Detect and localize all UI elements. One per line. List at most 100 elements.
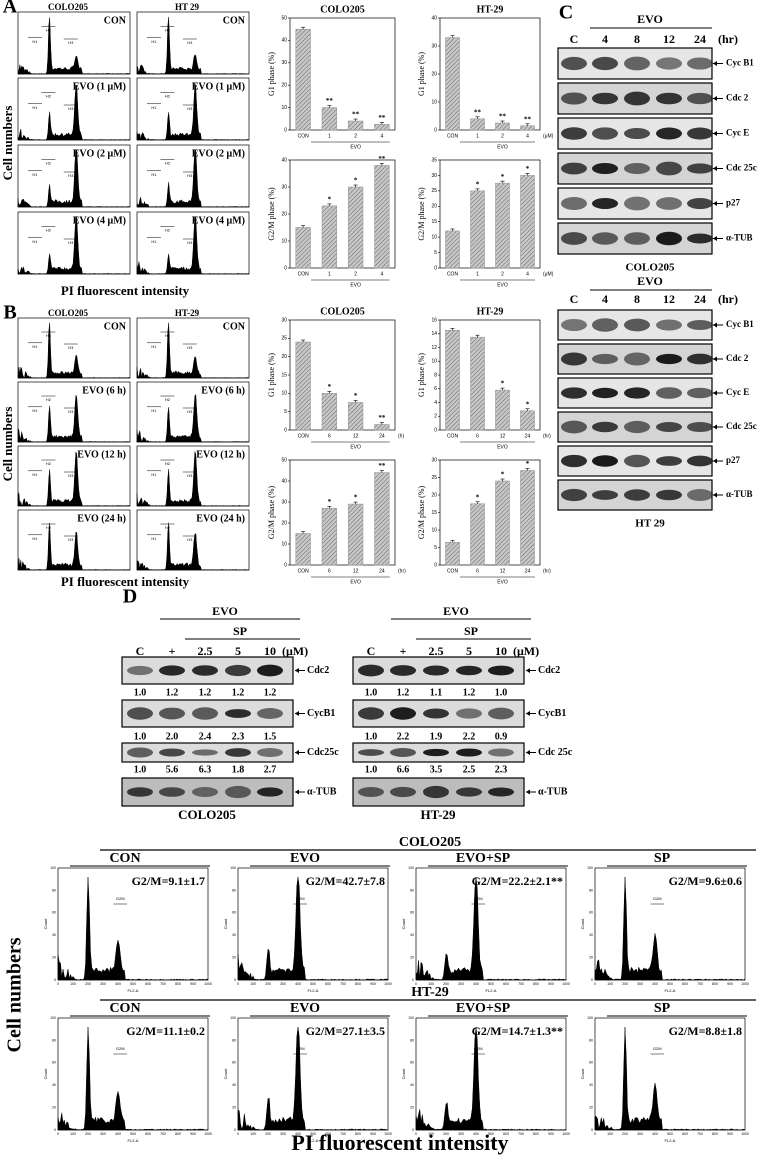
x-tick-label: 100 [70,1132,76,1136]
band [624,127,650,140]
x-tick-label: 400 [295,1132,301,1136]
band [624,196,650,211]
ratio-label: 2.0 [166,731,179,742]
condition-label: EVO [290,851,320,866]
gate-label: G2M [116,896,125,901]
band [192,749,218,756]
y-tick-label: 25 [431,475,437,481]
column-header: COLO205 [48,308,89,318]
band [225,748,251,757]
band [561,232,587,245]
g2m-value: G2/M=11.1±0.2 [126,1024,205,1038]
bar [295,533,311,566]
histogram-frame [57,1017,209,1131]
bar [495,122,510,131]
panel-label: A [3,0,18,18]
significance-mark: * [328,498,332,506]
y-tick-label: 60 [232,1061,236,1065]
x-tick-label: CON [298,133,310,139]
x-tick-label: 400 [652,982,658,986]
gate-label: H2 [46,161,52,166]
band [390,748,416,757]
cell-line-label: HT-29 [411,985,449,1000]
significance-mark: ** [378,155,386,163]
y-axis-label: Count [401,1068,406,1080]
y-tick-label: 20 [431,71,437,77]
y-tick-label: 40 [589,1083,593,1087]
x-tick-label: 300 [280,982,286,986]
bar [374,124,390,131]
x-tick-label: 600 [682,1132,688,1136]
x-tick-label: 1000 [562,1132,570,1136]
band [592,490,618,500]
condition-label: EVO+SP [456,1001,511,1016]
ratio-label: 1.0 [134,731,147,742]
arrow-head [713,322,717,328]
y-tick-label: 14 [431,331,437,337]
histogram-trace [237,1026,389,1131]
y-axis-title: G2/M phase (%) [417,187,426,241]
x-tick-label: 200 [443,982,449,986]
treatment-label: EVO [443,604,469,618]
band [592,353,618,365]
gate-label: H3 [68,106,74,111]
protein-label: α-TUB [307,786,337,797]
x-tick-label: 2 [354,133,357,139]
gate-label: H1 [151,408,157,413]
x-tick-label: 600 [682,982,688,986]
band [624,162,650,175]
band [390,707,416,720]
histogram-trace [594,1026,746,1131]
x-tick-label: 500 [488,1132,494,1136]
arrow-head [713,96,717,101]
ratio-label: 2.3 [495,764,508,775]
significance-mark: * [476,180,480,188]
arrow-head [713,61,717,66]
arrow-head [526,789,530,795]
x-tick-label: 300 [458,982,464,986]
plot-frame [289,17,396,131]
gate-label: H3 [187,240,193,245]
y-tick-label: 20 [410,956,414,960]
gate-label: H2 [46,461,52,466]
g2m-value: G2/M=27.1±3.5 [306,1024,385,1038]
bar [495,182,510,269]
band [192,707,218,720]
x-axis-title: EVO [350,579,361,585]
cell-line-label: COLO205 [626,262,675,274]
y-tick-label: 60 [52,1061,56,1065]
gate-label: H2 [46,28,52,33]
band [656,387,682,399]
x-tick-label: 800 [355,982,361,986]
ratio-label: 1.8 [232,764,245,775]
band [624,352,650,366]
y-tick-label: 30 [281,184,287,190]
g2m-value: G2/M=14.7±1.3** [472,1024,563,1038]
y-axis-label: Count [580,918,585,930]
gate-label: H3 [187,345,193,350]
x-tick-label: 12 [353,568,359,574]
histogram-trace [17,395,131,443]
y-axis-label: Count [43,918,48,930]
gate-label: H2 [46,397,52,402]
band [592,387,618,399]
bar [445,230,460,269]
bar [470,336,485,431]
x-tick-label: 500 [667,1132,673,1136]
unit-label: (hr) [718,32,738,46]
significance-mark: * [526,400,530,408]
significance-mark: * [501,173,505,181]
ratio-label: 1.2 [166,687,179,698]
band [127,707,153,720]
y-tick-label: 60 [410,1061,414,1065]
band [423,708,449,719]
x-axis-label: FL2-A [665,988,676,993]
condition-label: CON [104,15,127,26]
condition-label: CON [109,851,140,866]
y-tick-label: 30 [281,317,287,323]
gate-label: H2 [46,333,52,338]
condition-label: EVO (2 μM) [73,148,126,159]
band [687,455,713,467]
condition-label: CON [223,15,246,26]
protein-label: α-TUB [726,489,753,499]
